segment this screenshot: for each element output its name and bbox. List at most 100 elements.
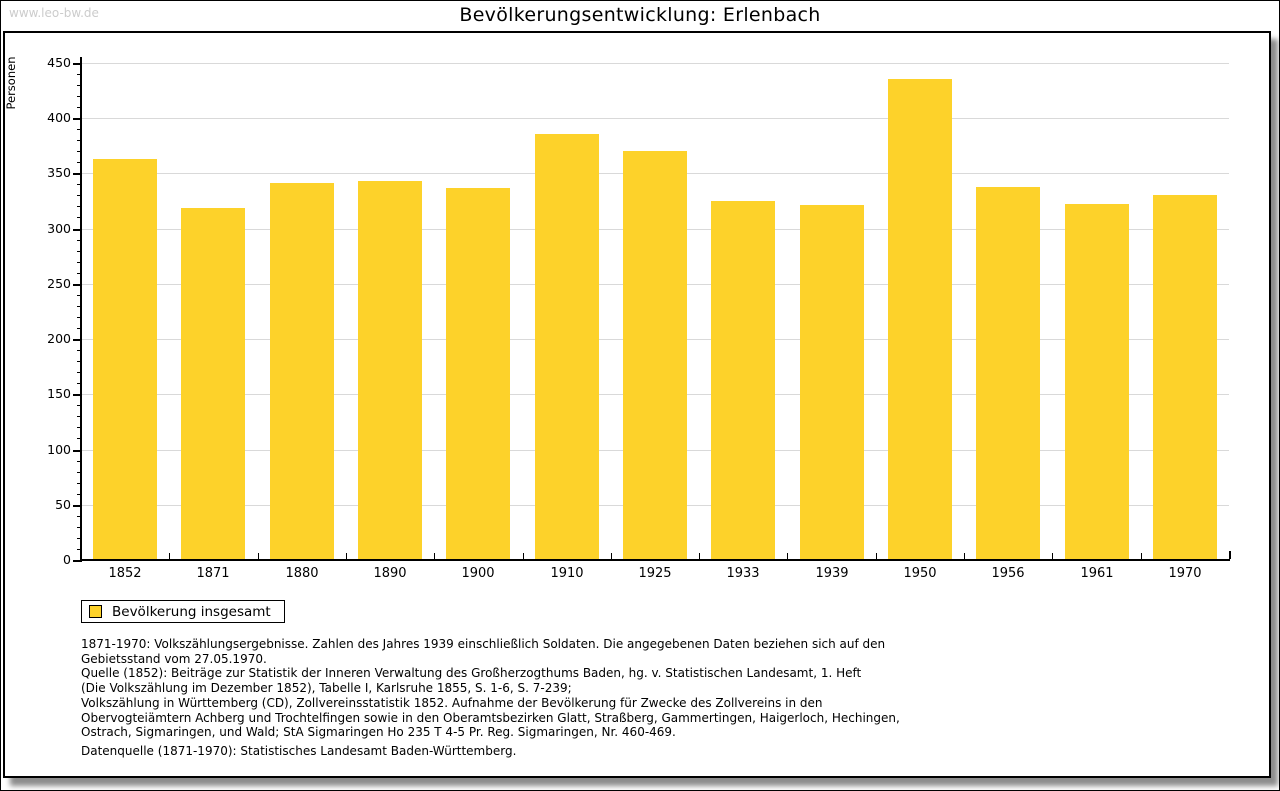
x-axis-tick <box>1229 553 1230 559</box>
y-axis-minor-tick <box>77 350 81 351</box>
x-axis-tick-label: 1852 <box>108 566 142 581</box>
y-axis-minor-tick <box>77 461 81 462</box>
bar-1890 <box>358 181 422 559</box>
y-axis-minor-tick <box>77 140 81 141</box>
y-axis-minor-tick <box>77 184 81 185</box>
y-axis-minor-tick <box>77 405 81 406</box>
y-axis-minor-tick <box>77 262 81 263</box>
y-axis-minor-tick <box>77 195 81 196</box>
x-axis-tick-label: 1970 <box>1168 566 1202 581</box>
bar-1939 <box>800 205 864 559</box>
y-axis-minor-tick <box>77 74 81 75</box>
bar-1970 <box>1153 195 1217 559</box>
x-axis-tick-label: 1956 <box>991 566 1025 581</box>
x-axis-tick <box>964 553 965 559</box>
y-axis-minor-tick <box>77 107 81 108</box>
y-axis-minor-tick <box>77 372 81 373</box>
gridline <box>82 63 1229 64</box>
y-axis-minor-tick <box>77 427 81 428</box>
y-axis-line <box>80 57 82 562</box>
y-axis-tick-label: 450 <box>47 55 71 70</box>
page-title: Bevölkerungsentwicklung: Erlenbach <box>459 4 821 26</box>
footnote-line: Quelle (1852): Beiträge zur Statistik de… <box>81 666 862 681</box>
y-axis-minor-tick <box>77 328 81 329</box>
bar-1871 <box>181 208 245 559</box>
y-axis-tick-label: 350 <box>47 165 71 180</box>
bar-1852 <box>93 159 157 559</box>
bar-1956 <box>976 187 1040 559</box>
footnote-line: (Die Volkszählung im Dezember 1852), Tab… <box>81 681 572 696</box>
bar-1910 <box>535 134 599 559</box>
x-axis-tick-label: 1939 <box>815 566 849 581</box>
footnote-line: Obervogteiämtern Achberg und Trochtelfin… <box>81 710 900 725</box>
x-axis-tick-label: 1900 <box>461 566 495 581</box>
x-axis-tick-label: 1890 <box>373 566 407 581</box>
datasource-line: Datenquelle (1871-1970): Statistisches L… <box>81 744 517 758</box>
x-axis-tick-label: 1910 <box>550 566 584 581</box>
y-axis-minor-tick <box>77 295 81 296</box>
y-axis-major-tick <box>73 63 81 65</box>
footnote-line: Ostrach, Sigmaringen, und Wald; StA Sigm… <box>81 725 676 740</box>
y-axis-minor-tick <box>77 494 81 495</box>
x-axis-line <box>80 559 1230 561</box>
y-axis-major-tick <box>73 118 81 120</box>
gridline <box>82 118 1229 119</box>
y-axis-minor-tick <box>77 516 81 517</box>
legend: Bevölkerung insgesamt <box>81 600 285 623</box>
footnote-line: Volkszählung in Württemberg (CD), Zollve… <box>81 695 823 710</box>
x-axis-tick-label: 1961 <box>1080 566 1114 581</box>
y-axis-title: Personen <box>4 56 18 110</box>
y-axis-minor-tick <box>77 273 81 274</box>
footnote-line: 1871-1970: Volkszählungsergebnisse. Zahl… <box>81 637 886 651</box>
y-axis-minor-tick <box>77 206 81 207</box>
y-axis-tick-label: 200 <box>47 331 71 346</box>
legend-swatch-icon <box>89 605 102 618</box>
y-axis-minor-tick <box>77 527 81 528</box>
y-axis-major-tick <box>73 505 81 507</box>
y-axis-minor-tick <box>77 162 81 163</box>
y-axis-minor-tick <box>77 96 81 97</box>
y-axis-minor-tick <box>77 383 81 384</box>
y-axis-major-tick <box>73 229 81 231</box>
x-axis-tick <box>346 553 347 559</box>
x-axis-tick-label: 1933 <box>726 566 760 581</box>
bar-1950 <box>888 79 952 559</box>
x-axis-tick <box>169 553 170 559</box>
x-axis-tick <box>81 553 82 559</box>
y-axis-minor-tick <box>77 129 81 130</box>
y-axis-minor-tick <box>77 85 81 86</box>
y-axis-tick-label: 400 <box>47 110 71 125</box>
x-axis-end-tick <box>1229 551 1231 559</box>
x-axis-tick <box>876 553 877 559</box>
x-axis-tick <box>1141 553 1142 559</box>
bar-1961 <box>1065 204 1129 559</box>
y-axis-major-tick <box>73 284 81 286</box>
y-axis-minor-tick <box>77 483 81 484</box>
y-axis-minor-tick <box>77 472 81 473</box>
x-axis-tick <box>523 553 524 559</box>
x-axis-tick <box>258 553 259 559</box>
bar-1933 <box>711 201 775 559</box>
x-axis-tick <box>434 553 435 559</box>
y-axis-major-tick <box>73 450 81 452</box>
x-axis-tick-label: 1871 <box>196 566 230 581</box>
legend-label: Bevölkerung insgesamt <box>112 603 271 620</box>
x-axis-tick <box>1052 553 1053 559</box>
y-axis-minor-tick <box>77 251 81 252</box>
y-axis-tick-label: 0 <box>63 552 71 567</box>
y-axis-minor-tick <box>77 549 81 550</box>
y-axis-minor-tick <box>77 317 81 318</box>
y-axis-minor-tick <box>77 240 81 241</box>
x-axis-tick-label: 1925 <box>638 566 672 581</box>
y-axis-major-tick <box>73 394 81 396</box>
bar-1900 <box>446 188 510 559</box>
y-axis-minor-tick <box>77 538 81 539</box>
y-axis-tick-label: 150 <box>47 386 71 401</box>
x-axis-tick <box>611 553 612 559</box>
bar-1925 <box>623 151 687 559</box>
y-axis-minor-tick <box>77 361 81 362</box>
footnote-line: Gebietsstand vom 27.05.1970. <box>81 651 267 666</box>
y-axis-tick-label: 100 <box>47 442 71 457</box>
